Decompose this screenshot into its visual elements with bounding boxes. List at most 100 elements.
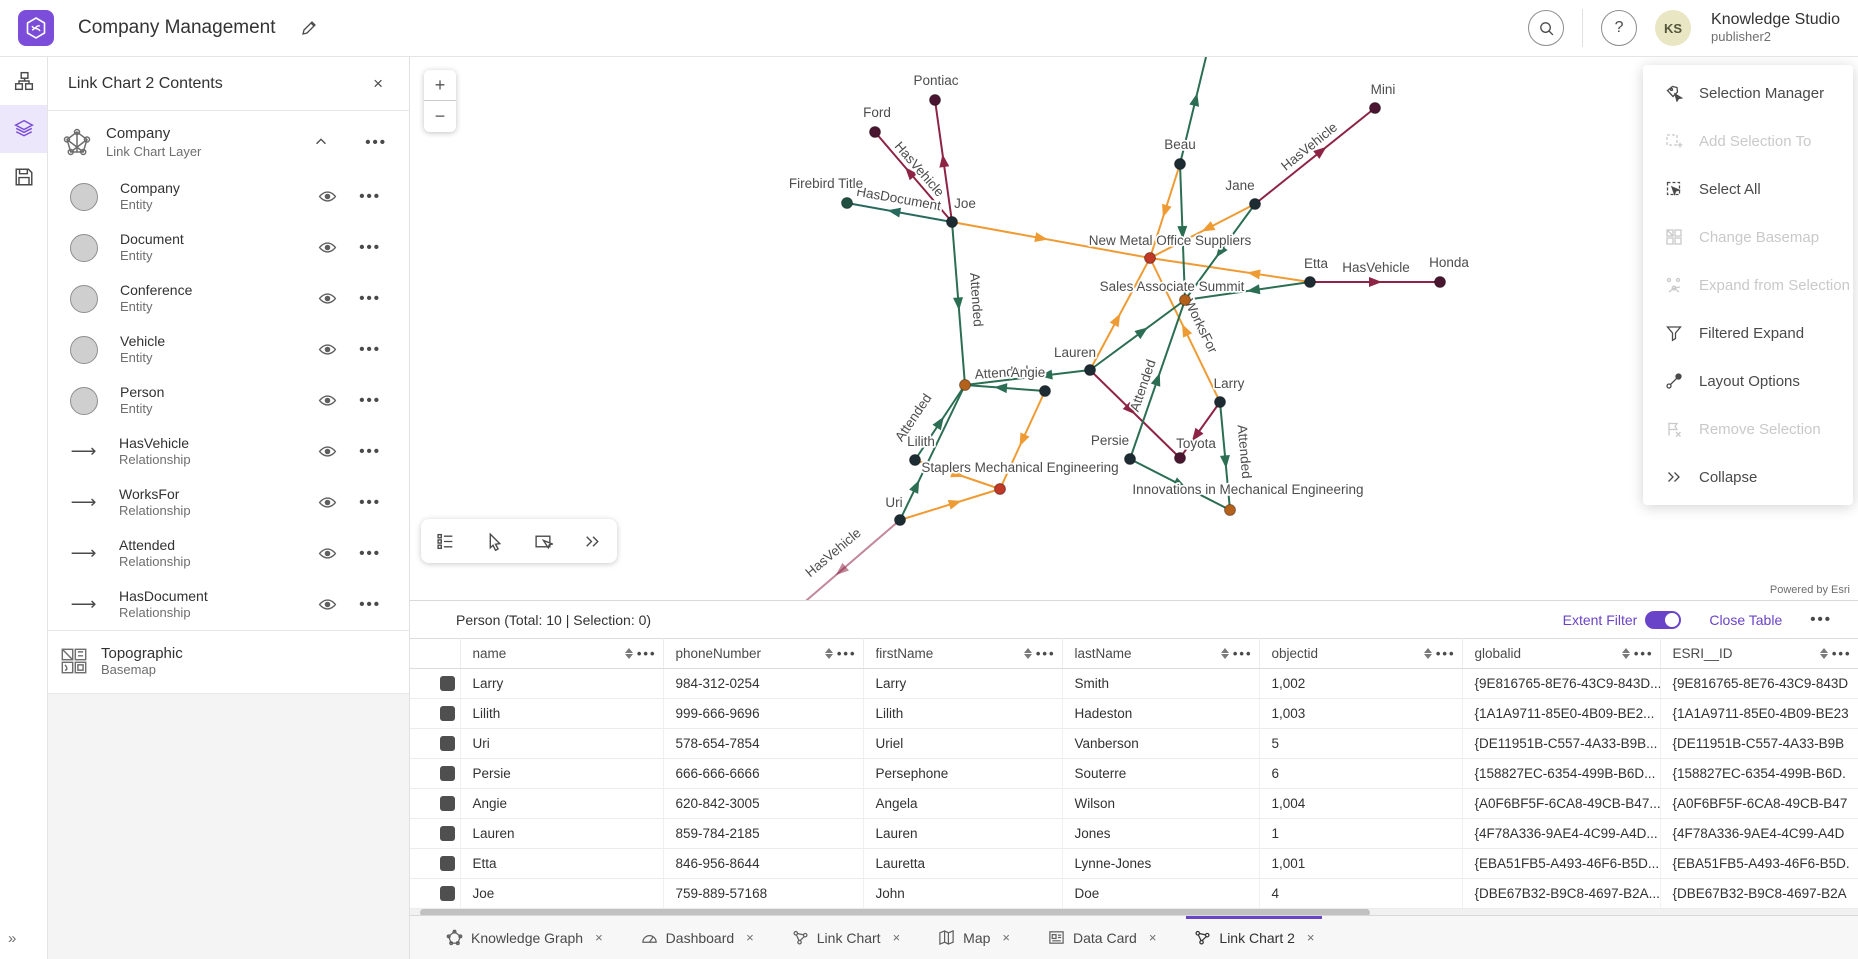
toolbar-legend-list-icon[interactable] bbox=[430, 531, 461, 552]
column-header-ESRI__ID[interactable]: ESRI__ID ••• bbox=[1660, 638, 1858, 669]
graph-node-pontiac[interactable] bbox=[929, 94, 941, 106]
visibility-eye-icon[interactable] bbox=[316, 185, 339, 208]
sort-icon[interactable] bbox=[1816, 648, 1832, 659]
graph-edge[interactable] bbox=[1254, 107, 1376, 205]
close-tab-icon[interactable]: × bbox=[746, 930, 754, 945]
layer-item-attended[interactable]: ⟶ Attended Relationship ••• bbox=[70, 537, 381, 570]
tab-map[interactable]: Map × bbox=[938, 916, 1010, 959]
zoom-out-button[interactable]: − bbox=[424, 101, 456, 132]
visibility-eye-icon[interactable] bbox=[316, 389, 339, 412]
layer-item-document[interactable]: Document Entity ••• bbox=[48, 222, 409, 273]
item-options-icon[interactable]: ••• bbox=[359, 596, 381, 613]
item-options-icon[interactable]: ••• bbox=[359, 443, 381, 460]
extent-filter-control[interactable]: Extent Filter bbox=[1563, 610, 1682, 629]
column-header-phoneNumber[interactable]: phoneNumber ••• bbox=[663, 638, 864, 669]
close-panel-button[interactable]: × bbox=[367, 73, 389, 95]
toolbar-pointer-icon[interactable] bbox=[479, 531, 510, 552]
menu-item-select-all[interactable]: Select All bbox=[1643, 165, 1853, 213]
table-row[interactable]: Etta 846-956-8644 Lauretta Lynne-Jones 1,001… bbox=[410, 848, 1858, 879]
layer-item-hasdocument[interactable]: ⟶ HasDocument Relationship ••• bbox=[70, 588, 381, 621]
layer-group-row[interactable]: Company Link Chart Layer ••• bbox=[48, 111, 409, 171]
column-header-firstName[interactable]: firstName ••• bbox=[863, 638, 1063, 669]
graph-edge[interactable] bbox=[1149, 257, 1311, 283]
item-options-icon[interactable]: ••• bbox=[359, 545, 381, 562]
column-header-name[interactable]: name ••• bbox=[460, 638, 664, 669]
row-checkbox[interactable] bbox=[440, 766, 455, 781]
row-checkbox[interactable] bbox=[440, 736, 455, 751]
search-button[interactable] bbox=[1528, 10, 1565, 46]
visibility-eye-icon[interactable] bbox=[316, 593, 339, 616]
visibility-eye-icon[interactable] bbox=[316, 287, 339, 310]
toolbar-expand-icon[interactable] bbox=[577, 531, 608, 552]
rail-item-save-icon[interactable] bbox=[0, 153, 47, 201]
table-row[interactable]: Lilith 999-666-9696 Lilith Hadeston 1,003 {1A… bbox=[410, 698, 1858, 729]
tab-link-chart[interactable]: Link Chart × bbox=[792, 916, 900, 959]
scrollbar-thumb[interactable] bbox=[420, 909, 1370, 915]
layer-item-vehicle[interactable]: Vehicle Entity ••• bbox=[48, 324, 409, 375]
row-checkbox[interactable] bbox=[440, 706, 455, 721]
sort-icon[interactable] bbox=[1618, 648, 1634, 659]
graph-node-beau[interactable] bbox=[1174, 158, 1186, 170]
column-header-globalid[interactable]: globalid ••• bbox=[1462, 638, 1661, 669]
graph-node-newmetal[interactable] bbox=[1144, 252, 1156, 264]
expand-panel-icon[interactable]: » bbox=[8, 930, 17, 947]
visibility-eye-icon[interactable] bbox=[316, 236, 339, 259]
close-tab-icon[interactable]: × bbox=[1306, 930, 1315, 945]
row-checkbox[interactable] bbox=[440, 826, 455, 841]
graph-node-lauren[interactable] bbox=[1084, 364, 1096, 376]
graph-edge[interactable] bbox=[899, 384, 966, 521]
table-options-icon[interactable]: ••• bbox=[1810, 611, 1832, 628]
column-options-icon[interactable]: ••• bbox=[636, 646, 657, 661]
column-options-icon[interactable]: ••• bbox=[1435, 646, 1456, 661]
graph-edge[interactable] bbox=[964, 369, 1091, 386]
user-avatar[interactable]: KS bbox=[1655, 10, 1692, 46]
row-checkbox[interactable] bbox=[440, 796, 455, 811]
column-options-icon[interactable]: ••• bbox=[1232, 646, 1253, 661]
graph-node-larry[interactable] bbox=[1214, 396, 1226, 408]
rail-item-layers-icon[interactable] bbox=[0, 105, 47, 153]
sort-icon[interactable] bbox=[1217, 648, 1233, 659]
graph-node-firebird[interactable] bbox=[841, 197, 853, 209]
item-options-icon[interactable]: ••• bbox=[359, 188, 381, 205]
column-header-lastName[interactable]: lastName ••• bbox=[1062, 638, 1260, 669]
column-options-icon[interactable]: ••• bbox=[1831, 646, 1852, 661]
close-tab-icon[interactable]: × bbox=[595, 930, 603, 945]
column-options-icon[interactable]: ••• bbox=[836, 646, 857, 661]
table-row[interactable]: Larry 984-312-0254 Larry Smith 1,002 {9E81676… bbox=[410, 668, 1858, 699]
select-all-column-header[interactable] bbox=[410, 638, 461, 669]
visibility-eye-icon[interactable] bbox=[316, 542, 339, 565]
help-button[interactable]: ? bbox=[1601, 10, 1638, 46]
graph-node-etta[interactable] bbox=[1304, 276, 1316, 288]
table-horizontal-scrollbar[interactable] bbox=[410, 909, 1858, 915]
graph-node-uri[interactable] bbox=[894, 514, 906, 526]
table-row[interactable]: Angie 620-842-3005 Angela Wilson 1,004 {A0F6B… bbox=[410, 788, 1858, 819]
menu-item-layout-options[interactable]: Layout Options bbox=[1643, 357, 1853, 405]
layer-item-hasvehicle[interactable]: ⟶ HasVehicle Relationship ••• bbox=[70, 435, 381, 468]
menu-item-collapse[interactable]: Collapse bbox=[1643, 453, 1853, 501]
graph-node-toyota[interactable] bbox=[1174, 452, 1186, 464]
graph-node-honda[interactable] bbox=[1434, 276, 1446, 288]
link-chart-graph[interactable]: HasVehicle HasVehicleHasVehicleHasVehicle… bbox=[410, 57, 1858, 600]
sort-icon[interactable] bbox=[1020, 648, 1036, 659]
graph-node-jane[interactable] bbox=[1249, 198, 1261, 210]
graph-node-persie[interactable] bbox=[1124, 453, 1136, 465]
graph-node-mini[interactable] bbox=[1369, 102, 1381, 114]
item-options-icon[interactable]: ••• bbox=[359, 392, 381, 409]
table-row[interactable]: Joe 759-889-57168 John Doe 4 {DBE67B32-B9C8-4… bbox=[410, 878, 1858, 909]
tab-data-card[interactable]: Data Card × bbox=[1048, 916, 1156, 959]
visibility-eye-icon[interactable] bbox=[316, 440, 339, 463]
graph-node-ford[interactable] bbox=[869, 126, 881, 138]
basemap-row[interactable]: Topographic Basemap bbox=[48, 630, 409, 693]
user-info[interactable]: Knowledge Studio publisher2 bbox=[1711, 11, 1840, 44]
tab-dashboard[interactable]: Dashboard × bbox=[641, 916, 754, 959]
toolbar-rectangle-select-icon[interactable] bbox=[528, 531, 559, 552]
graph-node-conf1[interactable] bbox=[959, 379, 971, 391]
close-tab-icon[interactable]: × bbox=[1148, 930, 1157, 945]
menu-item-selection-manager[interactable]: Selection Manager bbox=[1643, 69, 1853, 117]
rail-item-data-model-icon[interactable] bbox=[0, 57, 47, 105]
table-row[interactable]: Persie 666-666-6666 Persephone Souterre 6 {15… bbox=[410, 758, 1858, 789]
table-row[interactable]: Uri 578-654-7854 Uriel Vanberson 5 {DE11951B-… bbox=[410, 728, 1858, 759]
layer-item-worksfor[interactable]: ⟶ WorksFor Relationship ••• bbox=[70, 486, 381, 519]
close-table-button[interactable]: Close Table bbox=[1709, 611, 1783, 628]
tab-link-chart-2[interactable]: Link Chart 2 × bbox=[1186, 916, 1323, 959]
